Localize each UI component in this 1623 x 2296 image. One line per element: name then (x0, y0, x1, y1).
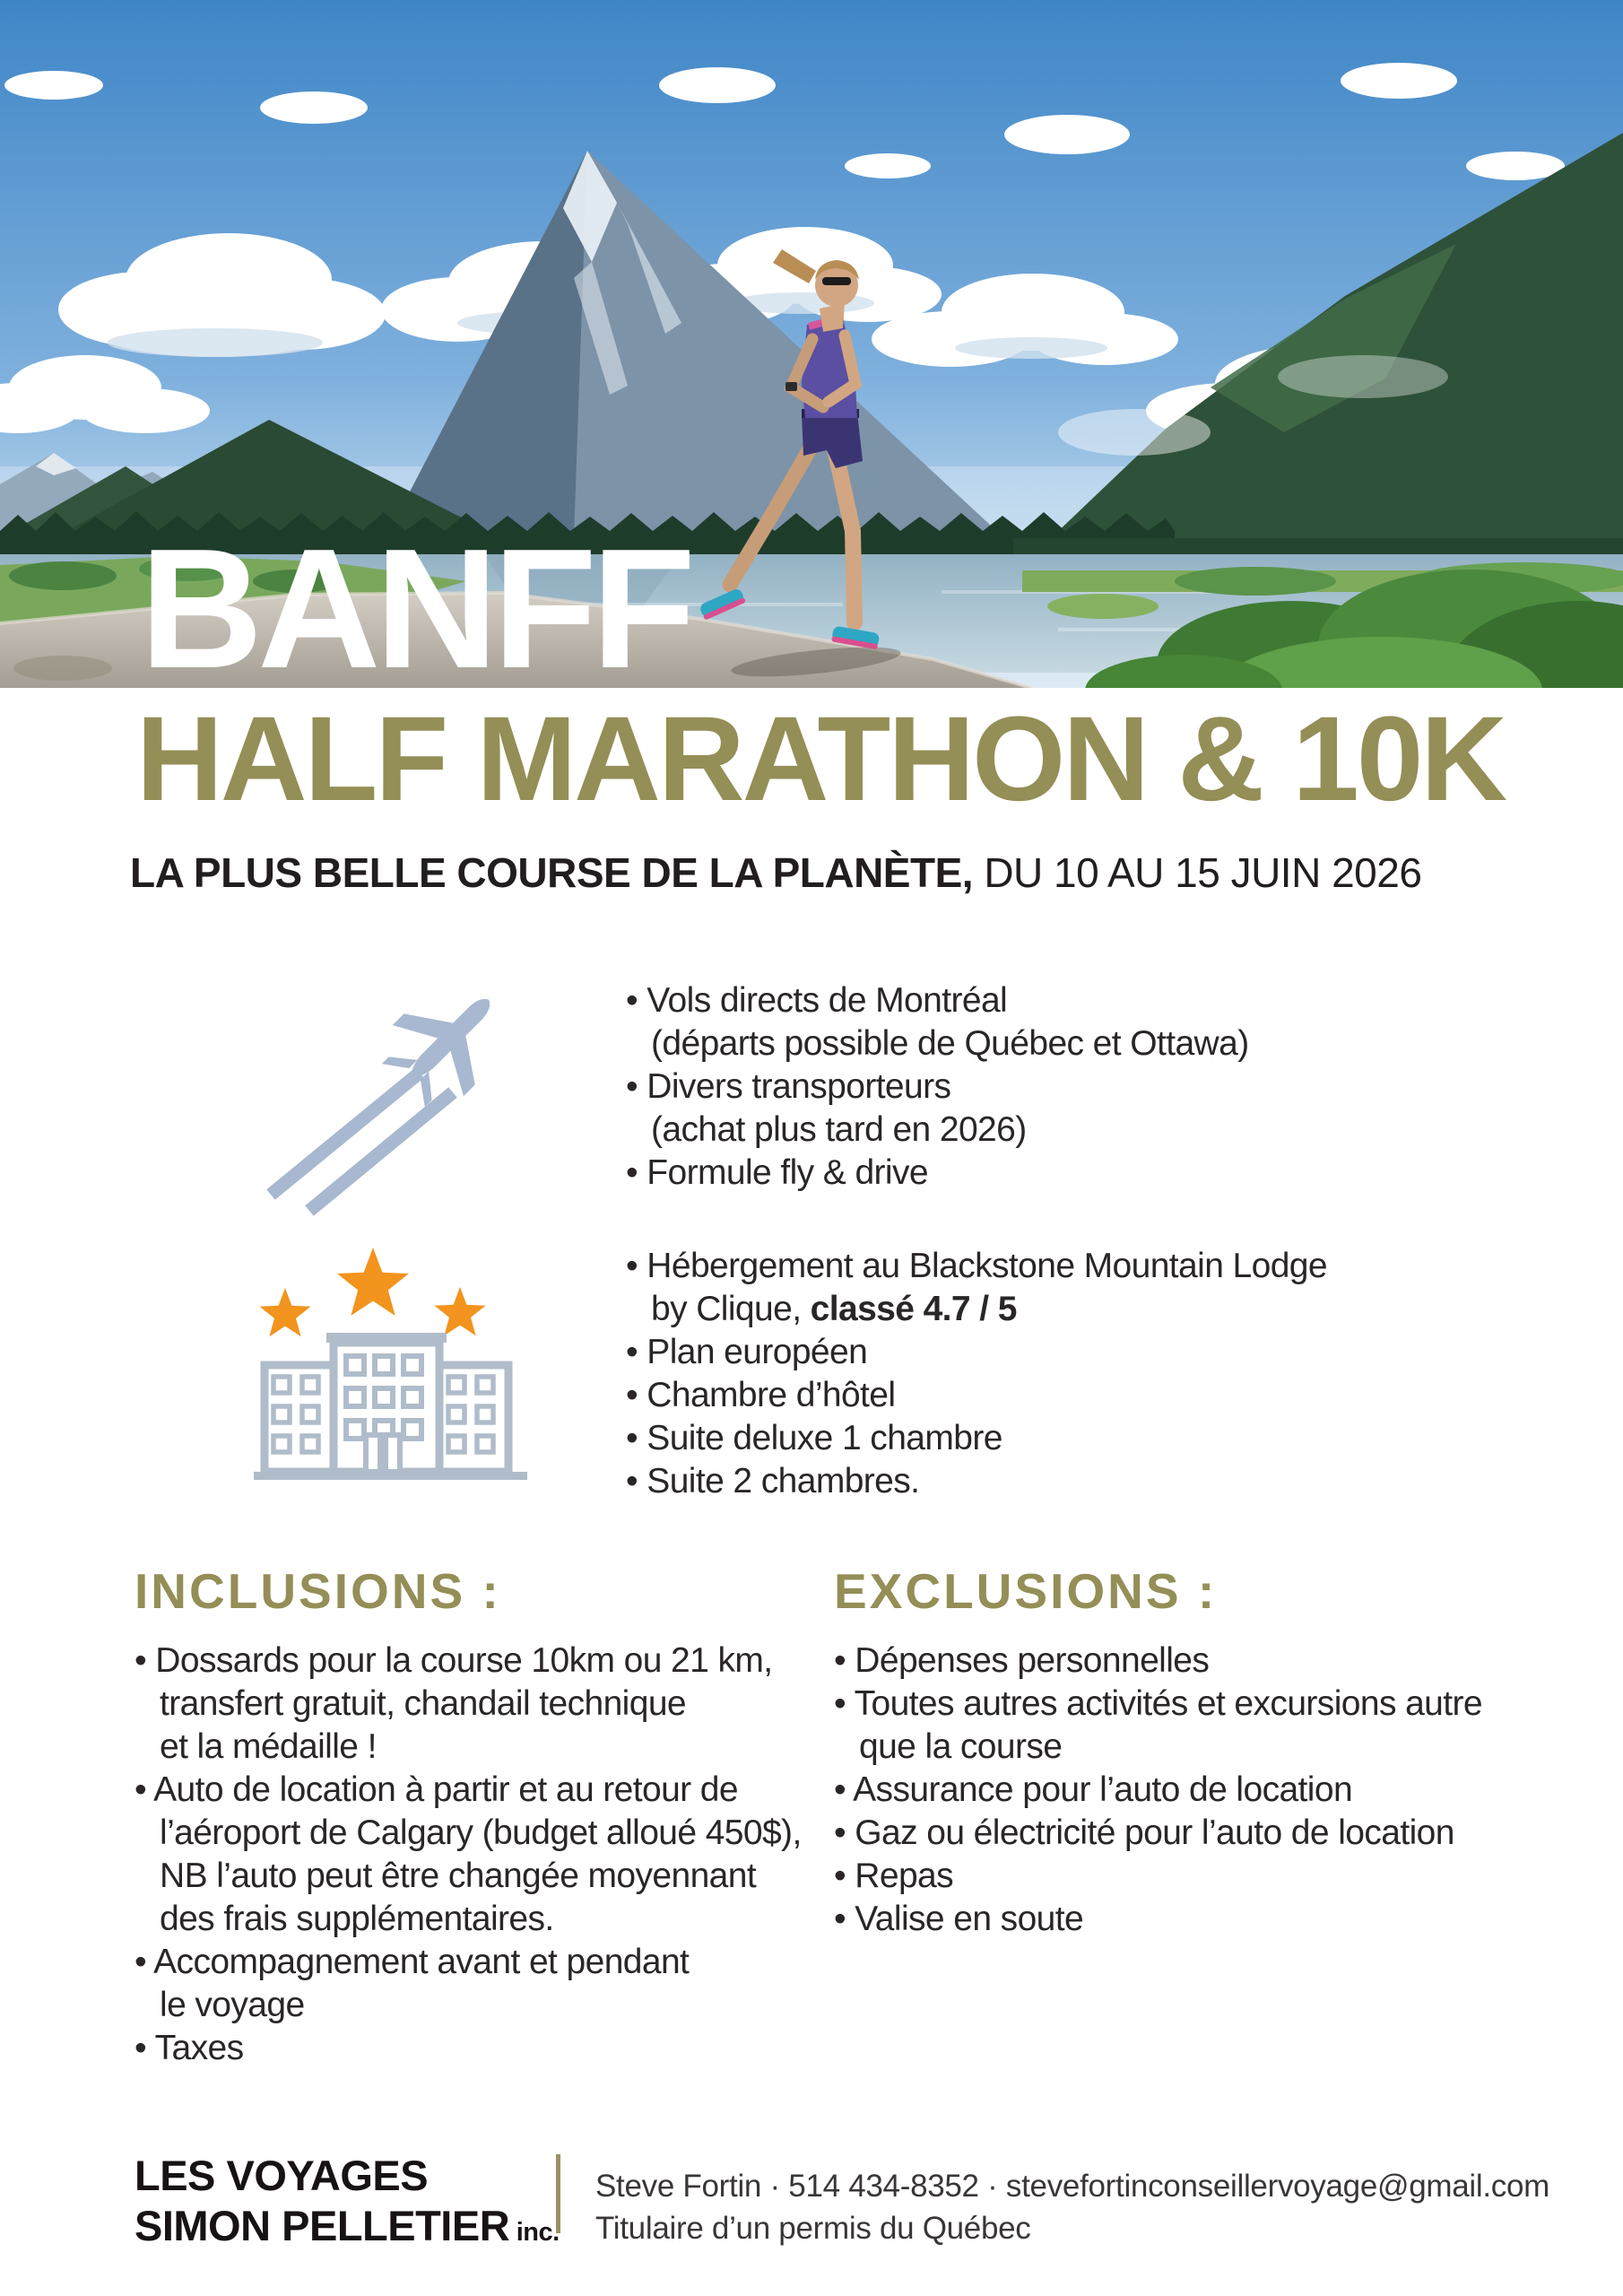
exclusions-list: • Dépenses personnelles • Toutes autres … (834, 1639, 1483, 1941)
tagline: LA PLUS BELLE COURSE DE LA PLANÈTE, DU 1… (130, 848, 1422, 897)
agency-logo-name: SIMON PELLETIER (135, 2202, 510, 2249)
list-item: • Divers transporteurs (626, 1067, 951, 1106)
hotel-rating: classé 4.7 / 5 (810, 1290, 1018, 1328)
airplane-icon (266, 998, 490, 1216)
hotel-line2-regular: by Clique, (651, 1290, 811, 1328)
list-item: • Accompagnement avant et pendant (135, 1943, 690, 1981)
list-item: • Vols directs de Montréal (626, 981, 1008, 1020)
central-mountain (386, 151, 1004, 538)
list-item: • Valise en soute (834, 1900, 1084, 1938)
list-item: NB l’auto peut être changée moyennant (160, 1857, 757, 1895)
inclusions-title: INCLUSIONS : (135, 1563, 501, 1619)
list-item: • Repas (834, 1857, 954, 1895)
hotel-building (254, 1333, 527, 1480)
list-item: • Chambre d’hôtel (626, 1376, 896, 1414)
contact-line: Steve Fortin · 514 434-8352 · steveforti… (595, 2169, 1550, 2204)
list-item: (achat plus tard en 2026) (651, 1110, 1027, 1149)
list-item: • Taxes (135, 2029, 244, 2067)
tagline-regular: DU 10 AU 15 JUIN 2026 (973, 849, 1422, 896)
hotel-list: • Hébergement au Blackstone Mountain Lod… (626, 1245, 1328, 1503)
list-item: • Suite deluxe 1 chambre (626, 1419, 1002, 1457)
list-item: • Plan européen (626, 1333, 868, 1371)
list-item: • Hébergement au Blackstone Mountain Lod… (626, 1247, 1328, 1285)
contact-info: Steve Fortin · 514 434-8352 · steveforti… (595, 2165, 1549, 2249)
agency-logo-line1: LES VOYAGES (135, 2152, 429, 2199)
footer-divider (556, 2154, 560, 2233)
left-hill (54, 420, 502, 538)
right-mountain (1013, 133, 1623, 574)
list-item: • Gaz ou électricité pour l’auto de loca… (834, 1813, 1454, 1852)
list-item: que la course (859, 1727, 1063, 1766)
location-title: BANFF (140, 514, 696, 704)
right-bank (1022, 562, 1623, 619)
star-icon (259, 1248, 486, 1337)
tagline-bold: LA PLUS BELLE COURSE DE LA PLANÈTE, (130, 849, 974, 896)
agency-logo: LES VOYAGES SIMON PELLETIER inc. (135, 2151, 560, 2257)
list-item: • Auto de location à partir et au retour… (135, 1770, 739, 1809)
inclusions-list: • Dossards pour la course 10km ou 21 km,… (135, 1639, 802, 2070)
list-item: • Assurance pour l’auto de location (834, 1770, 1353, 1809)
corner-shrubs (1085, 570, 1623, 688)
list-item: transfert gratuit, chandail technique (160, 1684, 687, 1723)
list-item: (départs possible de Québec et Ottawa) (651, 1024, 1249, 1063)
agency-logo-line2: SIMON PELLETIER inc. (135, 2201, 560, 2257)
list-item: • Dossards pour la course 10km ou 21 km, (135, 1641, 773, 1680)
flights-list: • Vols directs de Montréal (départs poss… (626, 979, 1249, 1195)
list-item: • Suite 2 chambres. (626, 1462, 920, 1500)
agency-logo-suffix: inc. (509, 2218, 560, 2247)
runner-figure (700, 249, 901, 677)
list-item: l’aéroport de Calgary (budget alloué 450… (160, 1813, 802, 1852)
list-item: • Toutes autres activités et excursions … (834, 1684, 1483, 1723)
list-item: des frais supplémentaires. (160, 1900, 554, 1938)
list-item: le voyage (160, 1986, 305, 2024)
hero-photo (0, 0, 1623, 688)
permit-line: Titulaire d’un permis du Québec (595, 2211, 1031, 2246)
event-title: HALF MARATHON & 10K (136, 692, 1507, 826)
list-item: et la médaille ! (160, 1727, 377, 1766)
road (0, 593, 1031, 688)
list-item: • Formule fly & drive (626, 1153, 929, 1192)
list-item: • Dépenses personnelles (834, 1641, 1210, 1680)
exclusions-title: EXCLUSIONS : (834, 1563, 1218, 1619)
hotel-stars-icon (254, 1248, 527, 1480)
list-item: by Clique, classé 4.7 / 5 (626, 1288, 1327, 1331)
